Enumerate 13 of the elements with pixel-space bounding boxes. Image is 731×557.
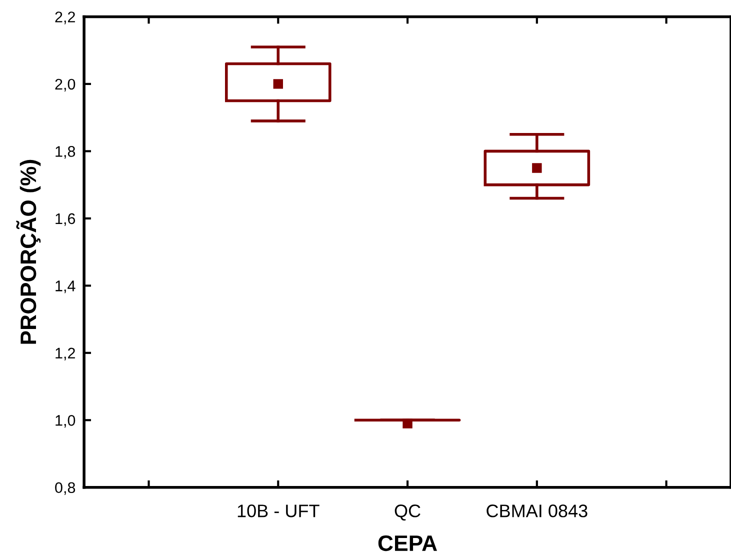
x-tick-label: CBMAI 0843: [486, 504, 588, 518]
y-tick-label: 1,0: [56, 415, 76, 428]
y-tick-label: 1,2: [56, 348, 75, 360]
y-tick-label: 0,8: [55, 482, 76, 495]
y-tick-label: 1,6: [56, 213, 76, 226]
y-tick-label: 2,2: [55, 12, 75, 24]
x-axis-title: CEPA: [378, 535, 437, 552]
y-axis-title: PROPORÇÃO (%): [16, 160, 41, 344]
y-tick-label: 1,4: [56, 280, 76, 294]
x-tick-label: QC: [394, 504, 420, 521]
y-tick-label: 2,0: [55, 78, 76, 92]
x-tick-label: 10B - UFT: [238, 504, 320, 518]
y-tick-label: 1,8: [56, 146, 76, 159]
